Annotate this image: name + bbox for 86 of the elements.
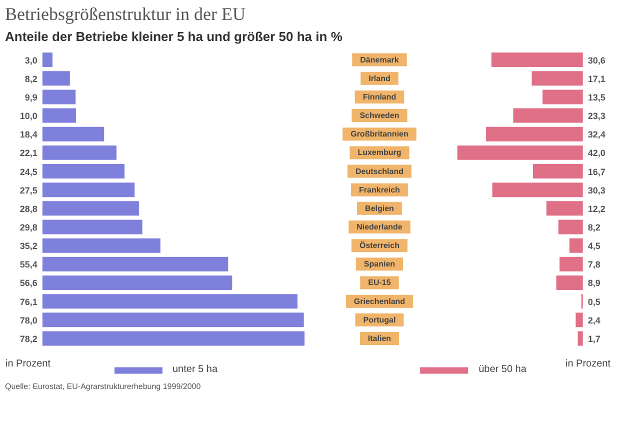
bar xyxy=(546,201,583,216)
data-label: 32,4 xyxy=(588,130,606,140)
data-label: 56,6 xyxy=(20,278,38,289)
data-label: 78,0 xyxy=(20,316,38,326)
bar xyxy=(558,220,583,235)
y-tick-label: Österreich xyxy=(359,241,400,250)
data-label: 0,5 xyxy=(588,297,600,308)
y-tick-label: Dänemark xyxy=(360,56,400,65)
bar xyxy=(42,164,125,179)
data-label: 76,1 xyxy=(20,297,38,308)
bar xyxy=(42,276,232,290)
data-label: 29,8 xyxy=(20,222,38,233)
text: in Prozent xyxy=(565,358,611,370)
data-label: 55,4 xyxy=(20,260,38,270)
y-tick-label: Portugal xyxy=(363,316,396,325)
bar xyxy=(42,182,135,198)
bar xyxy=(492,182,583,198)
y-tick-label: Belgien xyxy=(365,204,394,214)
bar xyxy=(556,276,583,290)
bar xyxy=(457,146,583,160)
bar xyxy=(569,238,583,254)
bar xyxy=(42,108,76,124)
data-label: 30,6 xyxy=(588,56,606,66)
bar xyxy=(42,127,104,142)
data-label: 8,9 xyxy=(588,278,600,289)
bar xyxy=(42,238,160,254)
bar xyxy=(42,71,70,86)
bar xyxy=(42,146,117,160)
chart-title: Betriebsgrößenstruktur in der EU xyxy=(5,3,246,26)
bar xyxy=(42,52,52,68)
bar xyxy=(42,294,298,309)
data-label: 2,4 xyxy=(588,316,600,326)
y-tick-label: EU-15 xyxy=(368,278,392,288)
data-label: 16,7 xyxy=(588,167,606,178)
source-note: Quelle: Eurostat, EU-Agrarstrukturerhebung 1999/2000 xyxy=(5,381,201,393)
data-label: 17,1 xyxy=(588,74,606,84)
chart-subtitle: Anteile der Betriebe kleiner 5 ha und größer 50 ha in % xyxy=(5,28,342,46)
data-label: 10,0 xyxy=(20,111,38,122)
data-label: 24,5 xyxy=(20,167,38,178)
data-label: 35,2 xyxy=(20,241,38,252)
data-label: 28,8 xyxy=(20,204,38,214)
legend-label: unter 5 ha xyxy=(172,364,218,376)
bar xyxy=(576,312,583,328)
data-label: 23,3 xyxy=(588,111,606,122)
data-label: 9,9 xyxy=(24,92,38,103)
data-label: 1,7 xyxy=(588,334,600,344)
data-label: 8,2 xyxy=(24,74,38,84)
bar xyxy=(42,312,304,328)
bar xyxy=(491,52,583,68)
data-label: 13,5 xyxy=(588,92,606,103)
y-tick-label: Niederlande xyxy=(356,222,403,232)
data-label: 30,3 xyxy=(588,186,606,196)
bar xyxy=(532,164,583,179)
y-tick-label: Finnland xyxy=(362,92,396,102)
y-tick-label: Irland xyxy=(368,74,390,84)
bar xyxy=(560,257,583,272)
legend-label: über 50 ha xyxy=(478,364,526,376)
bar xyxy=(42,257,228,272)
y-tick-label: Spanien xyxy=(364,260,396,269)
bar xyxy=(532,71,583,86)
y-tick-label: Großbritannien xyxy=(350,130,408,139)
text: in Prozent xyxy=(6,358,51,370)
data-label: 4,5 xyxy=(588,241,600,252)
y-tick-label: Luxemburg xyxy=(358,148,402,158)
data-label: 12,2 xyxy=(588,204,606,214)
bar xyxy=(542,90,583,104)
data-label: 8,2 xyxy=(588,222,600,233)
data-label: 42,0 xyxy=(588,148,606,158)
y-tick-label: Griechenland xyxy=(354,297,406,306)
bar xyxy=(42,90,76,104)
bar xyxy=(42,220,142,235)
data-label: 22,1 xyxy=(20,148,38,158)
bar xyxy=(486,127,583,142)
data-label: 18,4 xyxy=(20,130,38,140)
bar xyxy=(42,332,305,346)
y-tick-label: Italien xyxy=(368,334,392,344)
y-tick-label: Deutschland xyxy=(355,167,404,176)
bar xyxy=(42,201,139,216)
y-tick-label: Schweden xyxy=(360,111,400,120)
data-label: 3,0 xyxy=(24,56,38,66)
bar xyxy=(513,108,583,124)
data-label: 7,8 xyxy=(588,260,600,270)
data-label: 78,2 xyxy=(20,334,38,344)
bar xyxy=(578,332,583,346)
y-tick-label: Frankreich xyxy=(359,186,400,195)
data-label: 27,5 xyxy=(20,186,38,196)
